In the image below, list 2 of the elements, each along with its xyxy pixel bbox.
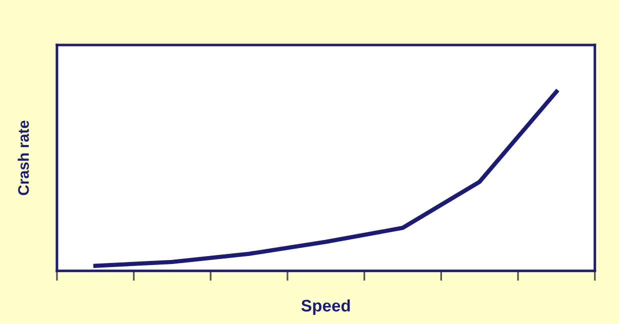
x-axis-title: Speed — [301, 299, 350, 315]
y-axis-title: Crash rate — [18, 120, 29, 196]
